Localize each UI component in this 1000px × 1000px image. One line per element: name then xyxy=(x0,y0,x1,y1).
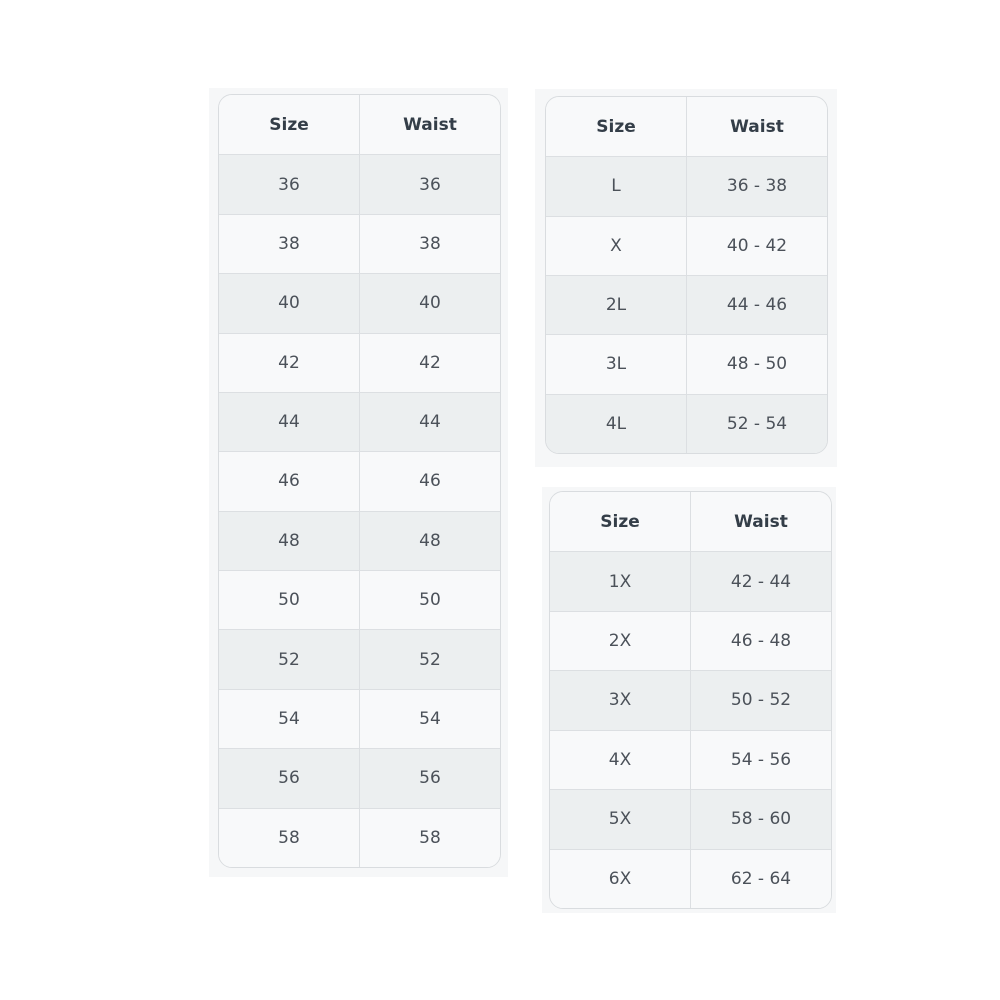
size-cell: 6X xyxy=(608,868,632,889)
size-cell: 56 xyxy=(278,768,300,789)
size-cell: Size xyxy=(596,116,636,137)
waist-cell: 52 xyxy=(359,630,500,689)
waist-cell: 40 xyxy=(359,274,500,333)
waist-cell: 46 - 48 xyxy=(690,611,831,671)
table-header-row: Size Waist xyxy=(219,95,500,155)
waist-cell: 58 - 60 xyxy=(690,790,831,849)
table-row: 1X 42 - 44 xyxy=(550,551,831,611)
table-row: 5X 58 - 60 xyxy=(550,789,831,849)
size-waist-table-numeric: Size Waist 36 36 38 38 40 40 42 42 44 44 46 46 48 48 50 5… xyxy=(218,94,501,868)
waist-cell: 56 xyxy=(359,749,500,808)
table-row: 4X 54 - 56 xyxy=(550,729,831,790)
table-row: X 40 - 42 xyxy=(546,215,827,275)
waist-cell: Waist xyxy=(359,95,500,155)
waist-cell: 44 xyxy=(359,392,500,452)
table-row: 40 40 xyxy=(219,273,500,333)
size-cell: 42 xyxy=(278,352,300,373)
table-row: 6X 62 - 64 xyxy=(550,848,831,908)
table-row: 3X 50 - 52 xyxy=(550,670,831,730)
table-row: 52 52 xyxy=(219,629,500,689)
table-row: 42 42 xyxy=(219,332,500,392)
waist-cell: 46 xyxy=(359,452,500,511)
table-header-row: Size Waist xyxy=(546,97,827,157)
size-cell: 3L xyxy=(605,354,627,375)
table-row: 36 36 xyxy=(219,154,500,214)
waist-cell: 48 xyxy=(359,511,500,570)
table-header-row: Size Waist xyxy=(550,492,831,552)
size-cell: 1X xyxy=(608,571,632,592)
waist-cell: 52 - 54 xyxy=(686,394,827,453)
waist-cell: 36 xyxy=(359,155,500,214)
waist-cell: 42 xyxy=(359,333,500,392)
size-cell: 50 xyxy=(278,590,300,611)
size-cell: 46 xyxy=(278,471,300,492)
size-cell: 4L xyxy=(605,413,627,434)
size-waist-table-plus: Size Waist 1X 42 - 44 2X 46 - 48 3X 50 - 52 4X 54… xyxy=(549,491,832,909)
waist-cell: 50 xyxy=(359,571,500,630)
waist-cell: 58 xyxy=(359,808,500,867)
waist-cell: 50 - 52 xyxy=(690,671,831,730)
size-cell: Size xyxy=(269,114,309,135)
size-cell: 3X xyxy=(608,690,632,711)
table-row: 50 50 xyxy=(219,570,500,630)
table-row: 58 58 xyxy=(219,807,500,867)
table-row: 54 54 xyxy=(219,688,500,749)
waist-cell: 44 - 46 xyxy=(686,275,827,335)
size-waist-table-letter: Size Waist L 36 - 38 X 40 - 42 2L 44 - 46 3L 48 -… xyxy=(545,96,828,454)
table-row: 4L 52 - 54 xyxy=(546,393,827,453)
size-cell: X xyxy=(610,235,622,256)
table-row: 38 38 xyxy=(219,213,500,274)
size-cell: 54 xyxy=(278,708,300,729)
table-row: 2L 44 - 46 xyxy=(546,274,827,335)
waist-cell: 40 - 42 xyxy=(686,216,827,275)
size-cell: L xyxy=(611,176,621,197)
waist-cell: Waist xyxy=(690,492,831,552)
size-cell: 5X xyxy=(608,809,632,830)
size-cell: 58 xyxy=(278,827,300,848)
waist-cell: 54 - 56 xyxy=(690,730,831,790)
table-row: L 36 - 38 xyxy=(546,156,827,216)
table-row: 46 46 xyxy=(219,451,500,511)
table-row: 2X 46 - 48 xyxy=(550,610,831,671)
waist-cell: 38 xyxy=(359,214,500,274)
size-cell: 2X xyxy=(608,631,632,652)
waist-cell: Waist xyxy=(686,97,827,157)
size-cell: 2L xyxy=(605,295,627,316)
table-row: 48 48 xyxy=(219,510,500,570)
table-row: 3L 48 - 50 xyxy=(546,334,827,394)
size-cell: 48 xyxy=(278,530,300,551)
waist-cell: 48 - 50 xyxy=(686,335,827,394)
size-cell: 36 xyxy=(278,174,300,195)
size-cell: 40 xyxy=(278,293,300,314)
size-cell: 38 xyxy=(278,233,300,254)
waist-cell: 42 - 44 xyxy=(690,552,831,611)
table-row: 44 44 xyxy=(219,391,500,452)
size-cell: Size xyxy=(600,511,640,532)
size-cell: 52 xyxy=(278,649,300,670)
waist-cell: 36 - 38 xyxy=(686,157,827,216)
waist-cell: 54 xyxy=(359,689,500,749)
size-cell: 44 xyxy=(278,412,300,433)
waist-cell: 62 - 64 xyxy=(690,849,831,908)
table-row: 56 56 xyxy=(219,748,500,808)
size-cell: 4X xyxy=(608,749,632,770)
